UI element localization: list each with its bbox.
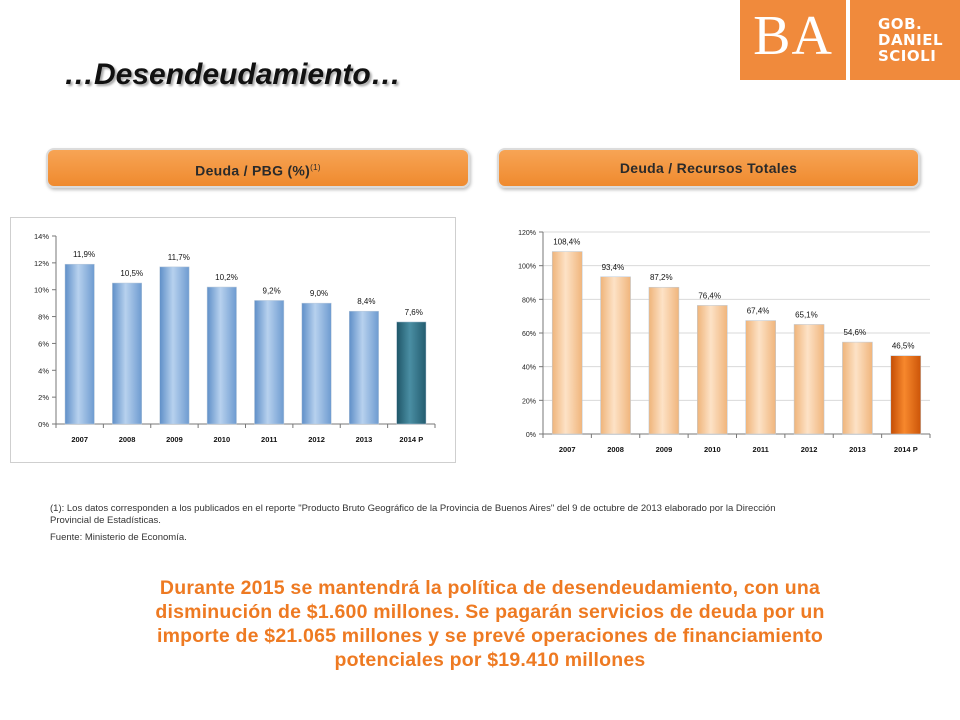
header-footnote-ref: (1): [310, 163, 321, 172]
rec-ytick-label: 20%: [522, 398, 536, 405]
footnote-line-2: Provincial de Estadísticas.: [50, 515, 161, 526]
pbg-data-label: 9,0%: [310, 289, 328, 298]
pbg-ytick-label: 10%: [34, 286, 49, 295]
pbg-category-label: 2012: [308, 435, 325, 444]
pbg-bar: [301, 302, 332, 425]
rec-ytick-label: 120%: [518, 230, 536, 237]
pbg-category-label: 2010: [213, 435, 230, 444]
pbg-bar: [64, 263, 95, 425]
header-deuda-pbg-label: Deuda / PBG (%): [195, 162, 311, 179]
logo-line-3: SCIOLI: [878, 47, 937, 65]
rec-bar: [600, 276, 631, 435]
rec-bar: [842, 341, 873, 435]
rec-category-label: 2011: [753, 445, 769, 454]
rec-ytick-label: 60%: [522, 331, 536, 338]
header-deuda-recursos: Deuda / Recursos Totales: [497, 148, 920, 188]
rec-category-label: 2007: [559, 445, 576, 454]
rec-data-label: 67,4%: [747, 307, 770, 316]
footnote-line-1: (1): Los datos corresponden a los public…: [50, 503, 776, 514]
conclusion-line-4: potenciales por $19.410 millones: [334, 649, 646, 671]
source-note: Fuente: Ministerio de Economía.: [50, 532, 187, 543]
rec-bar: [890, 355, 922, 435]
logo-line-1: GOB.: [878, 15, 923, 33]
rec-ytick-label: 0%: [526, 432, 536, 439]
conclusion-line-3: importe de $21.065 millones y se prevé o…: [156, 625, 824, 647]
rec-bar: [697, 305, 728, 435]
rec-data-label: 108,4%: [553, 238, 580, 247]
pbg-data-label: 8,4%: [357, 297, 375, 306]
rec-data-label: 65,1%: [795, 310, 818, 319]
conclusion-line-1: Durante 2015 se mantendrá la política de…: [159, 577, 821, 599]
pbg-bar: [254, 300, 285, 425]
rec-category-label: 2012: [801, 445, 818, 454]
pbg-category-label: 2011: [261, 435, 277, 444]
rec-bar: [745, 320, 776, 435]
pbg-ytick-label: 0%: [38, 420, 49, 429]
pbg-data-label: 7,6%: [405, 308, 423, 317]
logo-ba: BA: [740, 0, 846, 80]
rec-ytick-label: 100%: [518, 264, 536, 271]
rec-data-label: 87,2%: [650, 273, 673, 282]
rec-ytick-label: 80%: [522, 297, 536, 304]
rec-data-label: 76,4%: [698, 291, 721, 300]
pbg-data-label: 9,2%: [263, 286, 281, 295]
rec-bar: [648, 286, 680, 435]
pbg-category-label: 2014 P: [399, 435, 423, 444]
pbg-ytick-label: 14%: [34, 232, 49, 241]
rec-bar: [793, 324, 825, 435]
logo-line-2: DANIEL: [878, 31, 943, 49]
rec-category-label: 2014 P: [894, 445, 918, 454]
pbg-ytick-label: 6%: [38, 339, 49, 348]
rec-data-label: 54,6%: [843, 328, 866, 337]
pbg-ytick-label: 8%: [38, 313, 49, 322]
pbg-category-label: 2008: [119, 435, 136, 444]
pbg-ytick-label: 4%: [38, 366, 49, 375]
pbg-data-label: 11,9%: [73, 250, 95, 259]
header-deuda-pbg: Deuda / PBG (%)(1): [46, 148, 470, 188]
chart-deuda-recursos: 0% 20% 40% 60% 80% 100% 120% 108,4% 2007 93,4% 200…: [495, 218, 942, 464]
pbg-ytick-label: 12%: [34, 259, 49, 268]
pbg-bar: [349, 310, 379, 425]
rec-category-label: 2013: [849, 445, 866, 454]
rec-ytick-label: 40%: [522, 365, 536, 372]
chart-deuda-pbg-svg: 0% 2% 4% 6% 8% 10% 12% 14% 11,9% 2007 10,5% 2008 11,…: [34, 232, 436, 444]
pbg-bar: [396, 321, 427, 425]
logo-ba-text: BA: [753, 5, 833, 67]
pbg-category-label: 2009: [166, 435, 183, 444]
rec-bar: [551, 251, 583, 435]
rec-category-label: 2009: [656, 445, 673, 454]
pbg-bar: [206, 286, 237, 425]
rec-category-label: 2008: [607, 445, 624, 454]
pbg-category-label: 2013: [356, 435, 373, 444]
header-deuda-recursos-label: Deuda / Recursos Totales: [619, 160, 798, 176]
rec-category-label: 2010: [704, 445, 721, 454]
conclusion-text: Durante 2015 se mantendrá la política de…: [60, 576, 920, 672]
logo-gob-scioli: GOB. DANIEL SCIOLI: [850, 0, 960, 80]
pbg-bar: [159, 266, 190, 425]
chart-deuda-recursos-svg: 0% 20% 40% 60% 80% 100% 120% 108,4% 2007 93,4% 200…: [518, 230, 931, 454]
pbg-ytick-label: 2%: [38, 393, 49, 402]
page-title: …Desendeudamiento…: [64, 58, 401, 91]
rec-data-label: 93,4%: [602, 263, 625, 272]
rec-data-label: 46,5%: [892, 342, 915, 351]
pbg-data-label: 10,5%: [120, 269, 143, 278]
pbg-category-label: 2007: [71, 435, 88, 444]
pbg-data-label: 10,2%: [215, 273, 238, 282]
pbg-bar: [112, 282, 142, 425]
pbg-data-label: 11,7%: [168, 253, 190, 262]
chart-deuda-pbg: 0% 2% 4% 6% 8% 10% 12% 14% 11,9% 2007 10,5% 2008 11,…: [10, 217, 456, 463]
conclusion-line-2: disminución de $1.600 millones. Se pagar…: [155, 601, 825, 623]
